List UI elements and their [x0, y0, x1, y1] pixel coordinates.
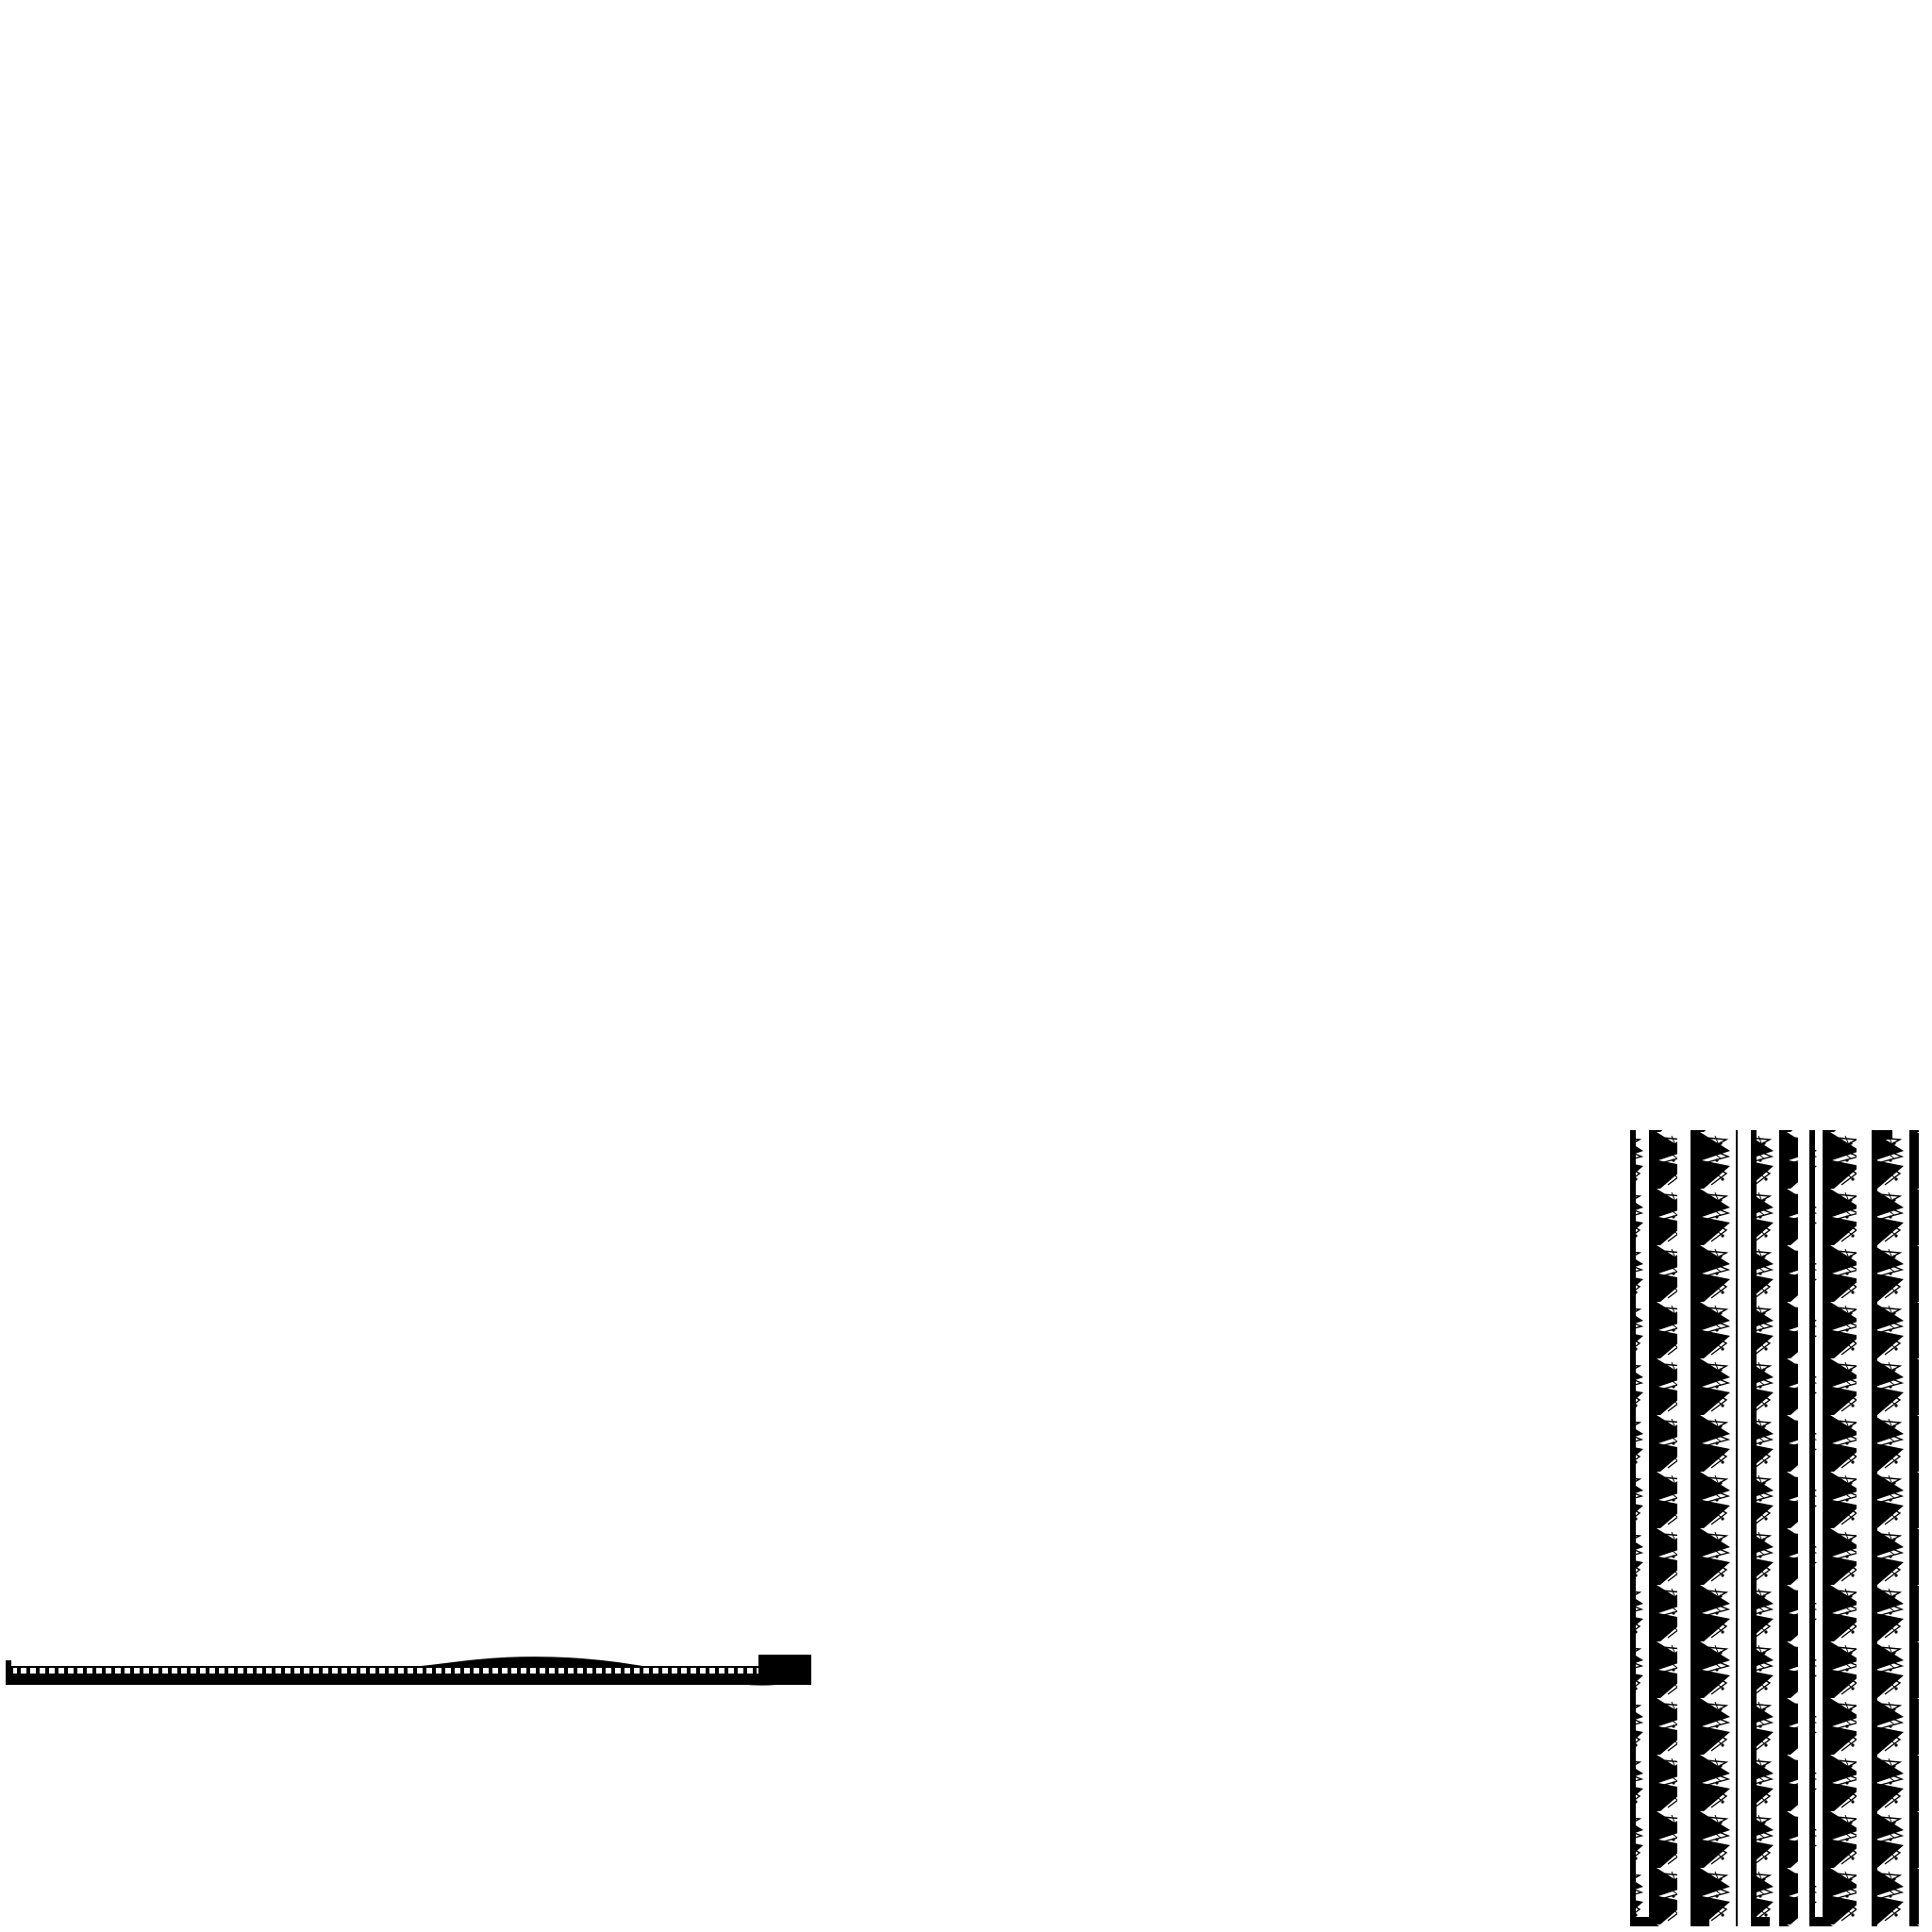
lace-strip-3 — [1751, 1130, 1798, 1926]
vertical-lace-strips — [1630, 1130, 1919, 1926]
horizontal-scalloped-strip — [6, 1655, 811, 1686]
lace-strip-4 — [1809, 1130, 1857, 1926]
strip-notches — [13, 1668, 758, 1679]
lace-strip-2 — [1690, 1130, 1738, 1926]
lace-strip-5 — [1872, 1130, 1919, 1926]
lace-strip-1 — [1630, 1130, 1677, 1926]
strip-start-cap — [6, 1660, 11, 1685]
strip-end-block — [758, 1655, 811, 1685]
